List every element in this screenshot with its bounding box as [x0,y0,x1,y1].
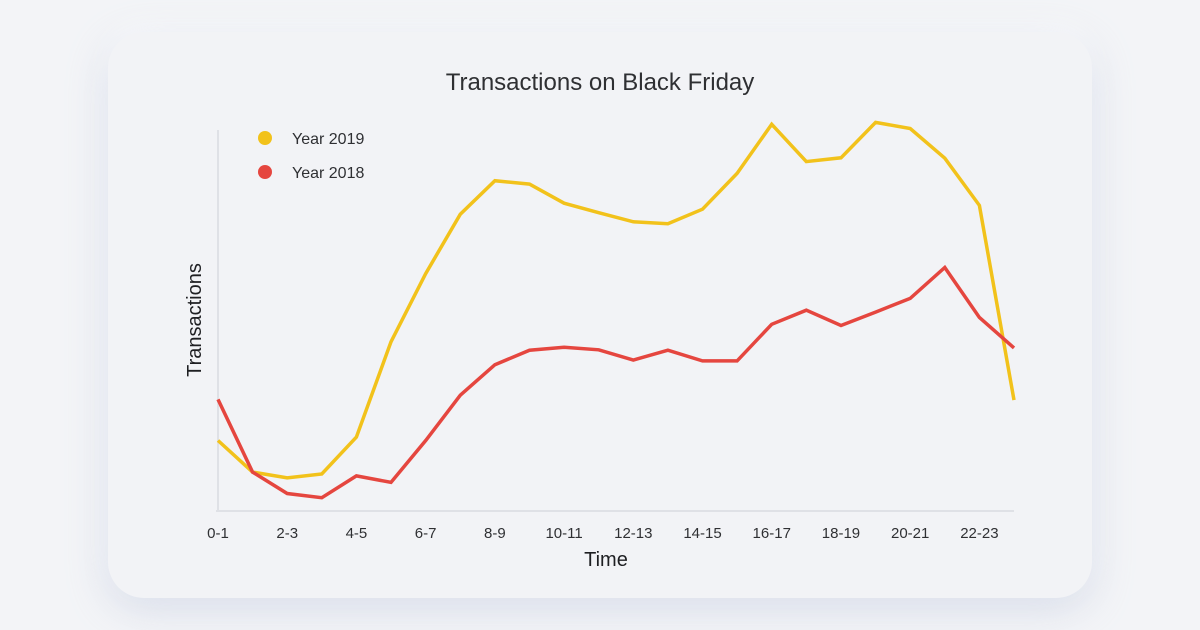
x-tick-label: 12-13 [614,525,652,542]
x-tick-label: 22-23 [960,525,998,542]
line-chart: Transactions on Black Friday 0-1 2-3 4-5 6-… [184,69,1016,571]
legend-label: Year 2019 [292,131,364,148]
x-tick-label: 14-15 [683,525,721,542]
series-lines [216,120,1016,500]
x-tick-label: 6-7 [415,525,437,542]
x-tick-label: 2-3 [276,525,298,542]
x-tick-label: 18-19 [822,525,860,542]
x-tick-label: 10-11 [545,525,582,542]
y-axis-title: Transactions [184,263,206,377]
x-tick-label: 20-21 [891,525,929,542]
legend-marker [258,131,272,145]
chart-card: Transactions on Black Friday 0-1 2-3 4-5 6-… [108,32,1092,598]
x-axis-title: Time [584,549,628,571]
legend-label: Year 2018 [292,165,364,182]
x-tick-label: 16-17 [753,525,791,542]
chart-title: Transactions on Black Friday [446,69,755,96]
x-tick-labels: 0-1 2-3 4-5 6-7 8-9 10-11 12-13 14-15 16-17 18-19… [207,525,998,542]
legend: Year 2019 Year 2018 [258,131,364,182]
x-tick-label: 8-9 [484,525,506,542]
x-tick-label: 4-5 [346,525,368,542]
x-tick-label: 0-1 [207,525,229,542]
series-line-year-2019 [216,120,1016,480]
legend-marker [258,165,272,179]
series-line-year-2018 [216,264,1016,500]
